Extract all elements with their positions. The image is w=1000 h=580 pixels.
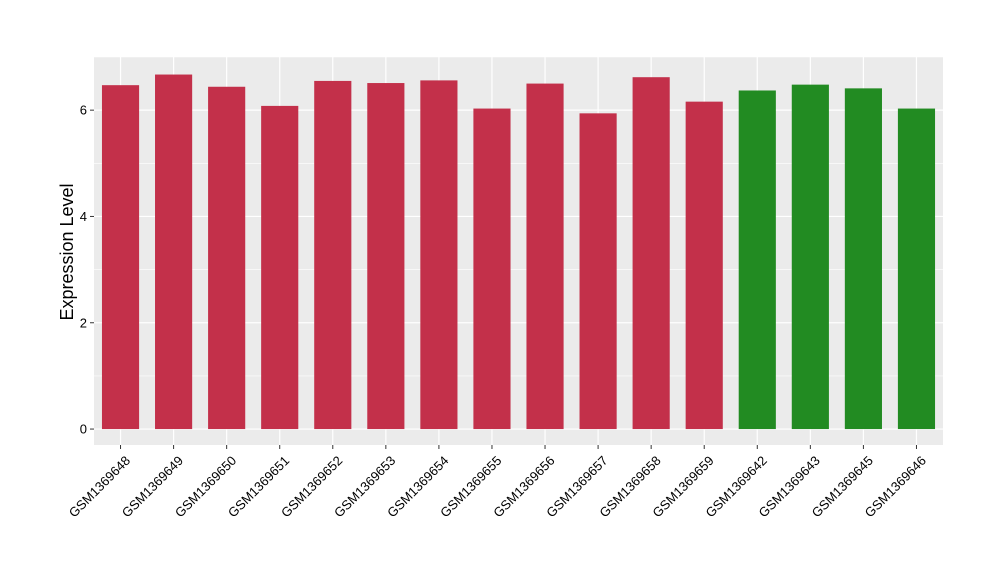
bar-gsm1369654 [420,80,458,430]
bar-gsm1369653 [367,83,405,430]
bar-gsm1369648 [101,85,140,430]
bar-gsm1369646 [897,108,936,430]
x-axis: GSM1369648GSM1369649GSM1369650GSM1369651… [66,445,929,520]
y-tick-label: 4 [80,209,87,224]
bar-gsm1369652 [314,80,352,430]
bar-gsm1369642 [738,90,776,430]
y-tick-label: 6 [80,103,87,118]
bar-gsm1369650 [208,86,246,430]
bar-gsm1369645 [844,88,882,430]
bar-gsm1369657 [579,113,617,430]
bar-gsm1369649 [155,74,193,430]
bar-gsm1369651 [261,105,299,430]
bar-gsm1369656 [526,83,564,430]
y-axis: 0 2 4 6 [80,103,94,437]
bar-gsm1369658 [632,77,670,430]
y-tick-label: 2 [80,315,87,330]
bar-gsm1369655 [473,108,511,430]
bar-gsm1369643 [791,84,829,430]
bar-gsm1369659 [685,101,723,430]
bars [101,74,936,430]
y-tick-label: 0 [80,422,87,437]
y-axis-title: Expression Level [57,183,77,320]
